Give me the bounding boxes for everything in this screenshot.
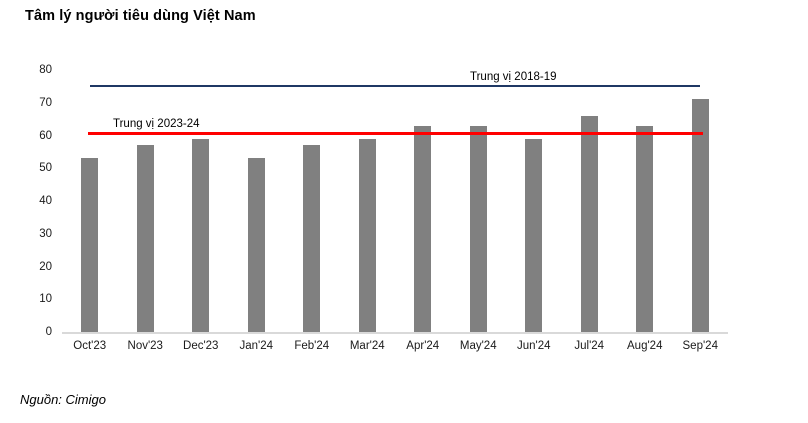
reference-line: Trung vị 2018-19 [90, 71, 700, 88]
bar-slot [562, 70, 618, 332]
bar [469, 125, 487, 332]
bar-series [62, 70, 728, 332]
y-tick-label: 10 [39, 293, 52, 306]
reference-line: Trung vị 2023-24 [88, 118, 703, 136]
bar [81, 158, 99, 332]
y-tick-label: 60 [39, 129, 52, 142]
x-tick-label: Feb'24 [294, 340, 330, 352]
chart-title: Tâm lý người tiêu dùng Việt Nam [25, 8, 256, 24]
x-tick-label: Mar'24 [349, 340, 385, 352]
y-tick-label: 0 [45, 326, 52, 338]
bar [525, 138, 543, 332]
bar-slot [284, 70, 340, 332]
bar-slot [506, 70, 562, 332]
y-axis: 80 70 60 50 40 30 20 10 0 [0, 0, 52, 423]
reference-line-label: Trung vị 2023-24 [113, 118, 200, 131]
bar [192, 138, 210, 332]
y-tick-label: 50 [39, 162, 52, 175]
bar-slot [617, 70, 673, 332]
bar [247, 158, 265, 332]
x-axis-labels: Oct'23 Nov'23 Dec'23 Jan'24 Feb'24 Mar'24 Apr'… [62, 340, 728, 352]
bar-slot [395, 70, 451, 332]
x-tick-label: Jul'24 [574, 340, 605, 352]
bar-slot [229, 70, 285, 332]
y-tick-label: 40 [39, 195, 52, 207]
plot-area: Trung vị 2018-19 Trung vị 2023-24 [62, 70, 728, 334]
y-tick-label: 80 [39, 64, 52, 76]
bar [303, 145, 321, 332]
bar-slot [118, 70, 174, 332]
y-tick-label: 70 [39, 96, 52, 109]
y-tick-label: 30 [39, 227, 52, 240]
bar-slot [451, 70, 507, 332]
x-tick-label: Oct'23 [73, 340, 107, 352]
bar [414, 125, 432, 332]
x-tick-label: Sep'24 [682, 340, 718, 352]
bar-slot [62, 70, 118, 332]
x-tick-label: Dec'23 [183, 340, 219, 352]
bar [358, 138, 376, 332]
x-tick-label: May'24 [459, 340, 497, 352]
y-tick-label: 20 [39, 260, 52, 273]
bar-slot [673, 70, 729, 332]
x-tick-label: Nov'23 [127, 340, 163, 352]
bar [580, 115, 598, 332]
bar [136, 145, 154, 332]
source-note: Nguồn: Cimigo [20, 392, 106, 407]
bar-slot [340, 70, 396, 332]
bar-slot [173, 70, 229, 332]
x-tick-label: Jan'24 [239, 340, 274, 352]
bar [636, 125, 654, 332]
x-tick-label: Jun'24 [516, 340, 551, 352]
x-tick-label: Apr'24 [406, 340, 440, 352]
x-tick-label: Aug'24 [627, 340, 663, 352]
reference-line-label: Trung vị 2018-19 [470, 71, 557, 84]
bar [691, 99, 709, 332]
